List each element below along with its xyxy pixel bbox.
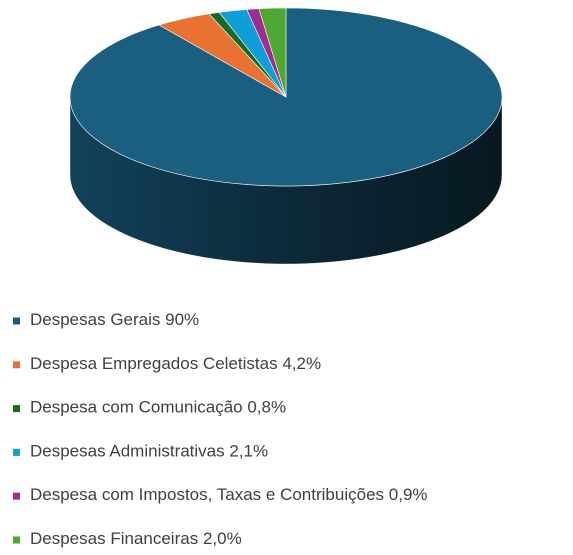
legend-swatch xyxy=(13,317,20,325)
legend-swatch xyxy=(13,448,20,456)
legend-swatch xyxy=(13,536,20,544)
legend-label: Despesa Empregados Celetistas 4,2% xyxy=(30,354,321,373)
legend-swatch xyxy=(13,405,20,413)
legend-name: Despesa Empregados Celetistas xyxy=(30,354,278,373)
legend-value: 2,0% xyxy=(203,529,242,548)
legend-swatch xyxy=(13,361,20,369)
legend-label: Despesas Gerais 90% xyxy=(30,310,199,329)
legend-value: 0,9% xyxy=(389,486,428,505)
legend-value: 2,1% xyxy=(229,442,268,461)
legend-value: 4,2% xyxy=(282,354,321,373)
legend-label: Despesa com Impostos, Taxas e Contribuiç… xyxy=(30,486,428,505)
legend-label: Despesas Financeiras 2,0% xyxy=(30,529,242,548)
legend-value: 90% xyxy=(165,310,199,329)
legend-name: Despesas Financeiras xyxy=(30,529,198,548)
legend-name: Despesa com Comunicação xyxy=(30,398,243,417)
legend-name: Despesas Gerais xyxy=(30,310,160,329)
legend-name: Despesas Administrativas xyxy=(30,442,225,461)
legend-swatch xyxy=(13,492,20,500)
legend-name: Despesa com Impostos, Taxas e Contribuiç… xyxy=(30,486,384,505)
legend-label: Despesas Administrativas 2,1% xyxy=(30,442,268,461)
legend-label: Despesa com Comunicação 0,8% xyxy=(30,398,286,417)
slice xyxy=(258,7,287,98)
legend-value: 0,8% xyxy=(247,398,286,417)
